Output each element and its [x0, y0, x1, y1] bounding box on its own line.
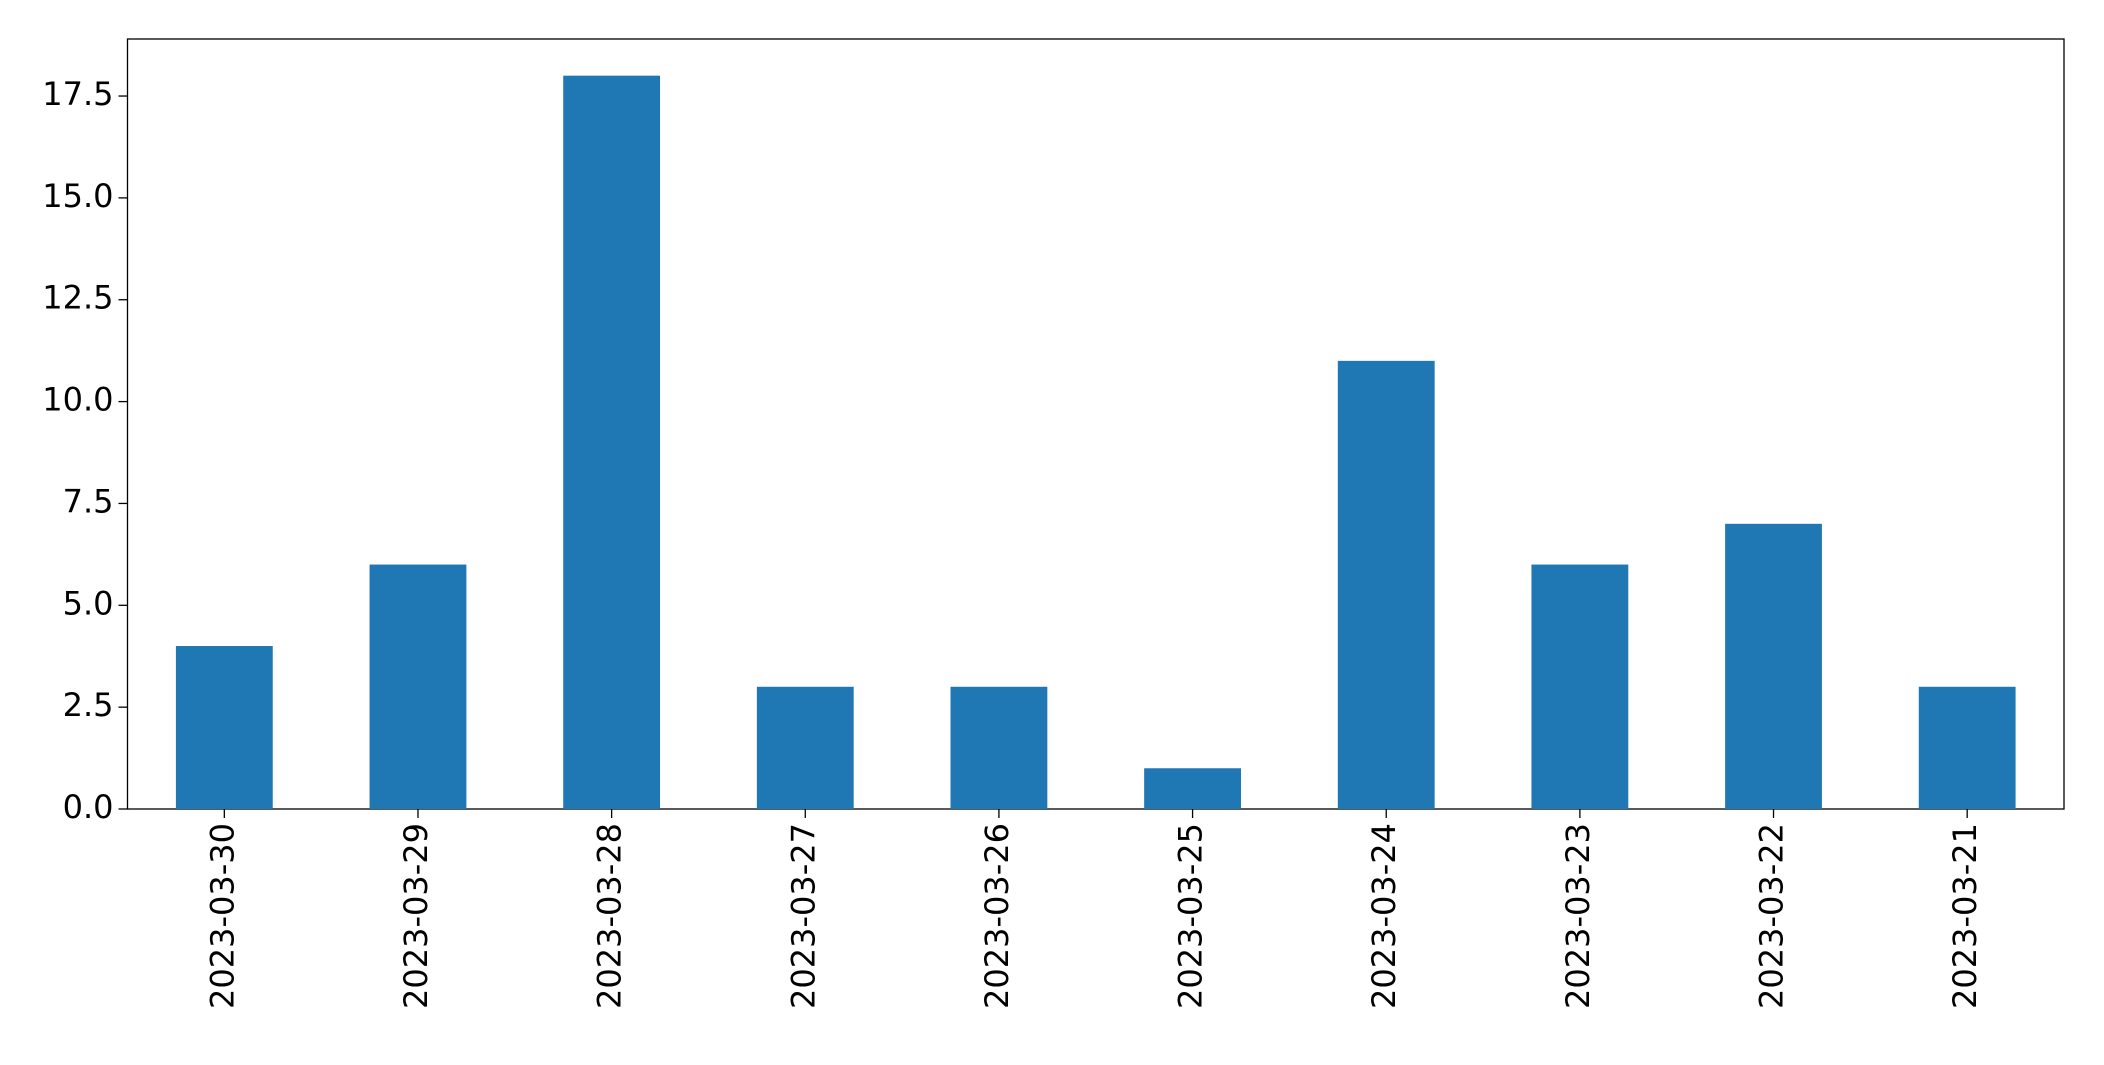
- x-tick-label: 2023-03-24: [1365, 823, 1403, 1009]
- y-tick-label: 10.0: [42, 381, 113, 419]
- y-tick-label: 5.0: [63, 584, 114, 622]
- bar: [563, 75, 661, 809]
- y-tick-label: 17.5: [42, 75, 113, 113]
- y-tick-label: 7.5: [63, 482, 114, 520]
- x-tick-label: 2023-03-23: [1559, 823, 1597, 1009]
- bar: [1531, 564, 1629, 809]
- bar: [756, 686, 854, 809]
- bar: [1144, 768, 1241, 809]
- x-tick-label: 2023-03-21: [1946, 823, 1984, 1009]
- y-tick-label: 15.0: [42, 177, 113, 215]
- x-tick-label: 2023-03-29: [397, 823, 435, 1009]
- x-tick-label: 2023-03-30: [203, 823, 241, 1009]
- bar: [175, 646, 273, 809]
- bar: [369, 564, 467, 809]
- bar: [1337, 360, 1435, 809]
- axes-frame: [126, 38, 2065, 810]
- x-tick-label: 2023-03-25: [1172, 823, 1210, 1009]
- bar: [1918, 686, 2016, 809]
- bar: [1725, 523, 1822, 809]
- x-tick-label: 2023-03-28: [591, 823, 629, 1009]
- y-tick-label: 0.0: [63, 788, 114, 826]
- y-tick-label: 12.5: [42, 279, 113, 317]
- x-tick-label: 2023-03-22: [1753, 823, 1791, 1009]
- y-tick-label: 2.5: [63, 686, 114, 724]
- bar: [950, 686, 1048, 809]
- x-tick-label: 2023-03-27: [784, 823, 822, 1009]
- x-tick-label: 2023-03-26: [978, 823, 1016, 1009]
